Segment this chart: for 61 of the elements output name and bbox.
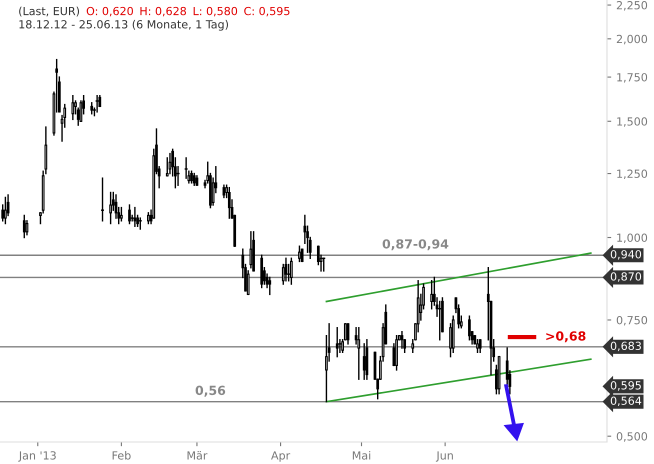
x-tick-label: Mär [188,451,208,460]
y-tick-label: 1,750 [617,73,648,83]
text: (Last, EUR) [19,6,80,17]
candlestick [346,323,350,345]
ref-line-label: 0,940 [610,250,642,260]
annotation: >0,68 [546,331,586,342]
candlestick [109,192,112,224]
ref-line-label: 0,683 [610,342,641,352]
candlestick [147,212,150,224]
candlestick [250,231,252,268]
annotation: O: 0,620 [86,6,133,16]
y-tick-label: 0,750 [616,316,648,326]
y-tick-label: 1,000 [617,233,648,244]
candlestick [468,315,471,340]
annotation: H: 0,628 [140,6,186,16]
y-tick-label: 1,500 [617,117,648,127]
x-tick-label: Jan '13 [18,451,56,462]
candlestick [362,343,366,380]
y-tick-label: 2,000 [616,34,648,44]
ref-line-label: 0,870 [610,272,642,282]
candlestick [228,186,231,219]
candlestick [134,206,136,227]
candlestick [300,248,304,262]
x-tick-label: Feb [112,451,131,460]
candlestick [222,184,226,198]
candlestick [190,170,193,184]
candlestick [336,327,339,358]
text: 0,595 [610,381,641,391]
x-tick-label: Apr [271,451,290,462]
candlestick [400,330,404,349]
candlestick [71,95,74,120]
y-tick-label: 2,250 [616,1,648,11]
candlestick [192,172,196,186]
candlestick [196,175,198,186]
annotation: L: 0,580 [194,6,238,16]
annotation: 0,56 [196,386,226,397]
candlestick [392,343,396,366]
candlestick [298,246,301,262]
candlestick [476,339,479,354]
y-tick-label: 1,250 [617,170,648,180]
candlestick [4,196,7,224]
x-tick-label: Jun [436,451,453,462]
text: 18.12.12 - 25.06.13 (6 Monate, 1 Tag) [19,20,228,31]
candlestick [120,206,123,222]
ref-line-label: 0,564 [610,396,642,406]
x-tick-label: Mai [352,451,370,460]
candlestick [357,327,360,380]
candlestick [90,102,94,114]
candlestick [22,214,26,238]
candlestick [168,152,172,174]
candlestick [430,280,434,310]
candlestick [128,204,131,224]
candlestick [268,276,272,296]
y-tick-label: 0,500 [616,432,648,442]
candlestick [246,270,250,296]
candlestick [290,258,293,285]
candlestick [166,157,169,177]
candlestick [284,258,288,282]
candlestick [478,339,482,354]
annotation: C: 0,595 [244,6,290,16]
annotation: 0,87-0,94 [382,239,448,250]
